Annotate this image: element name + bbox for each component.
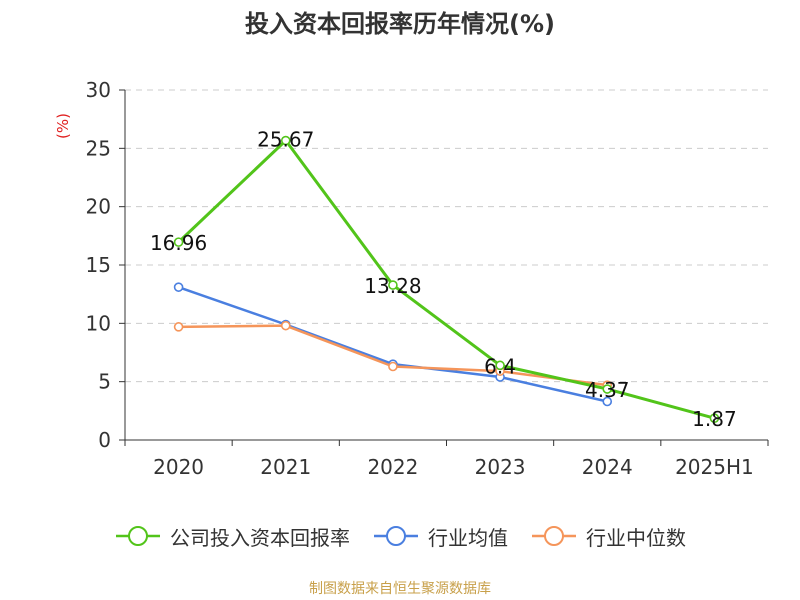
data-point [173,322,184,332]
y-tick-label: 20 [86,195,111,219]
data-point [495,360,505,371]
data-point [280,320,291,331]
data-point [602,384,613,394]
data-label: 16.96 [150,231,207,255]
y-axis-label: (%) [54,113,72,139]
legend-label: 行业中位数 [586,525,686,550]
data-point [709,413,720,423]
data-point [388,361,398,372]
y-tick-label: 5 [98,370,111,394]
x-tick-label: 2023 [475,455,526,479]
legend-item[interactable]: 行业均值 [372,522,508,551]
data-label: 1.87 [692,407,737,431]
x-tick-label: 2022 [367,455,418,479]
data-label: 4.37 [585,378,630,402]
legend-marker [128,526,148,546]
data-point [280,135,291,146]
y-tick-label: 25 [86,136,111,160]
data-point [173,237,184,247]
y-tick-label: 30 [86,78,111,102]
data-label: 25.67 [257,128,314,152]
series-line [177,139,715,420]
x-tick-label: 2021 [260,455,311,479]
legend-swatch [374,526,418,546]
source-note: 制图数据来自恒生聚源数据库 [309,581,491,597]
legend-item[interactable]: 行业中位数 [530,522,686,551]
legend-swatch [532,526,576,546]
x-tick-label: 2025H1 [675,455,754,479]
legend-label: 行业均值 [428,525,508,550]
y-tick-label: 15 [86,253,111,277]
x-tick-label: 2020 [153,455,204,479]
series-line [178,285,608,403]
y-tick-label: 10 [86,311,111,335]
y-tick-label: 0 [98,428,111,452]
legend-swatch [116,526,160,546]
x-tick-label: 2024 [582,455,633,479]
legend: 公司投入资本回报率 行业均值 行业中位数 [0,518,800,554]
data-label: 6.4 [484,354,516,378]
data-point [602,396,613,407]
data-point [388,280,398,290]
legend-marker [544,526,564,546]
legend-marker [386,526,406,546]
chart-title: 投入资本回报率历年情况(%) [245,10,555,38]
legend-label: 公司投入资本回报率 [170,525,350,550]
legend-item[interactable]: 公司投入资本回报率 [114,522,350,551]
data-point [173,282,184,292]
data-label: 13.28 [364,274,421,298]
